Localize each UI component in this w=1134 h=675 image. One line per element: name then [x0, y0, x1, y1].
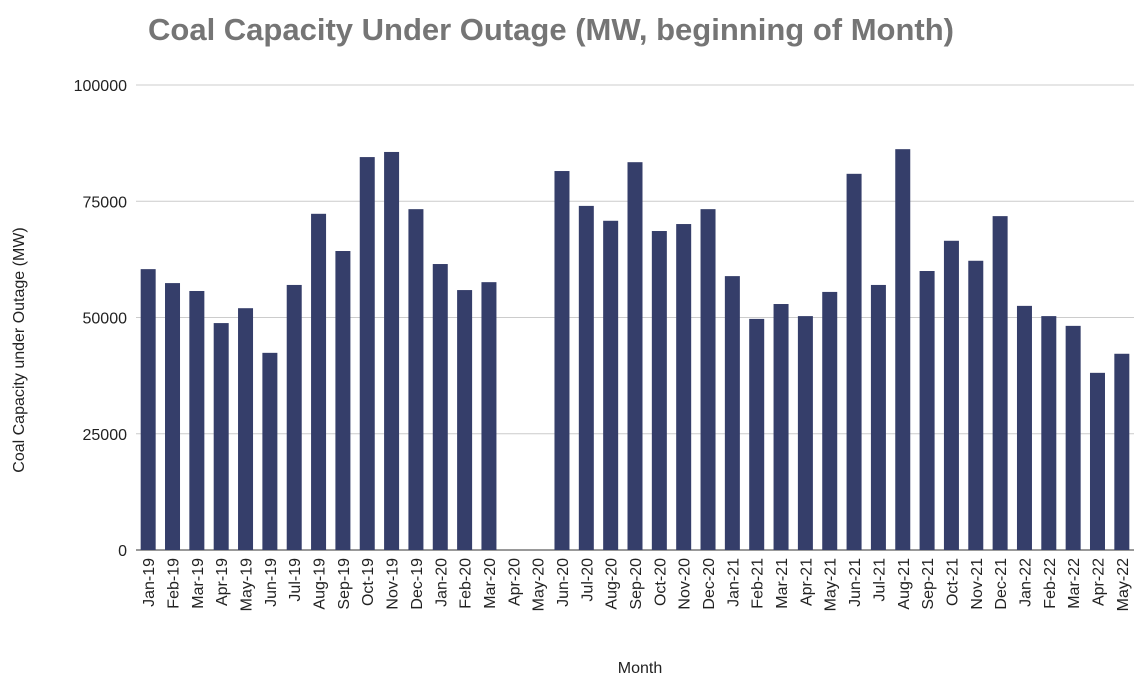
x-tick-label: Mar-20: [482, 558, 499, 609]
bar: [457, 290, 473, 550]
x-tick-label: Jun-19: [263, 558, 280, 607]
bar: [1016, 305, 1032, 550]
x-tick-label: Dec-19: [409, 558, 426, 610]
y-tick-label: 50000: [83, 311, 128, 328]
bar: [627, 162, 643, 550]
bar: [603, 220, 619, 550]
x-tick-label: May-21: [823, 558, 840, 611]
x-tick-label: Mar-22: [1066, 558, 1083, 609]
x-tick-label: May-22: [1115, 558, 1132, 611]
x-tick-label: Jul-21: [871, 558, 888, 602]
x-tick-label: Jan-19: [141, 558, 158, 607]
bar: [335, 251, 351, 550]
x-tick-label: Nov-20: [677, 558, 694, 610]
x-tick-label: Jul-20: [579, 558, 596, 602]
bar: [1065, 325, 1081, 550]
bar: [822, 291, 838, 550]
x-tick-label: Sep-20: [628, 558, 645, 610]
x-tick-label: Jul-19: [287, 558, 304, 602]
x-tick-label: Mar-21: [774, 558, 791, 609]
x-tick-label: Feb-22: [1042, 558, 1059, 609]
x-tick-label: Sep-21: [920, 558, 937, 610]
bar: [724, 276, 740, 550]
bar: [578, 205, 594, 550]
bar: [262, 352, 278, 550]
x-tick-label: Sep-19: [336, 558, 353, 610]
y-tick-label: 75000: [83, 194, 128, 211]
bar: [773, 304, 789, 550]
bar: [895, 149, 911, 551]
bar: [481, 282, 497, 550]
x-tick-label: Nov-19: [385, 558, 402, 610]
bar: [919, 271, 935, 550]
x-tick-label: Feb-19: [166, 558, 183, 609]
x-tick-label: Jan-22: [1017, 558, 1034, 607]
bar: [311, 213, 327, 550]
x-tick-label: Oct-21: [944, 558, 961, 606]
bar: [165, 283, 181, 550]
x-tick-label: Mar-19: [190, 558, 207, 609]
bar: [1089, 372, 1105, 550]
y-tick-label: 0: [118, 543, 127, 560]
bar: [140, 269, 156, 550]
bar: [359, 157, 375, 550]
x-tick-label: Apr-22: [1090, 558, 1107, 606]
x-tick-label: Feb-21: [750, 558, 767, 609]
bar: [700, 209, 716, 550]
x-tick-label: May-19: [239, 558, 256, 611]
bar: [797, 316, 813, 550]
x-tick-label: Dec-20: [701, 558, 718, 610]
x-tick-label: Jan-21: [725, 558, 742, 607]
bar: [676, 224, 692, 550]
bar: [286, 284, 302, 550]
bar: [749, 318, 765, 550]
bar: [213, 323, 229, 550]
bar: [408, 209, 424, 550]
bar: [992, 216, 1008, 550]
x-tick-label: Feb-20: [458, 558, 475, 609]
x-tick-label: Jun-20: [555, 558, 572, 607]
x-tick-label: Jan-20: [433, 558, 450, 607]
x-tick-label: Oct-20: [652, 558, 669, 606]
bar: [554, 171, 570, 550]
bar: [870, 284, 886, 550]
bar: [846, 173, 862, 550]
bar: [189, 290, 205, 550]
y-axis-label: Coal Capacity under Outage (MW): [11, 227, 28, 472]
bar: [968, 260, 984, 550]
x-tick-label: Apr-21: [798, 558, 815, 606]
y-tick-label: 25000: [83, 427, 128, 444]
bar: [943, 240, 959, 550]
x-tick-label: Aug-20: [604, 558, 621, 610]
x-tick-label: Oct-19: [360, 558, 377, 606]
bar: [238, 308, 254, 550]
x-tick-label: Dec-21: [993, 558, 1010, 610]
x-tick-label: Apr-19: [214, 558, 231, 606]
bar: [1041, 316, 1057, 550]
bar: [432, 264, 448, 550]
bar: [651, 231, 667, 550]
x-tick-label: May-20: [531, 558, 548, 611]
y-tick-label: 100000: [74, 78, 127, 95]
chart-title: Coal Capacity Under Outage (MW, beginnin…: [148, 12, 954, 47]
x-tick-label: Aug-19: [312, 558, 329, 610]
bar: [1114, 353, 1130, 550]
x-tick-label: Aug-21: [896, 558, 913, 610]
x-tick-label: Jun-21: [847, 558, 864, 607]
x-tick-label: Apr-20: [506, 558, 523, 606]
x-axis-label: Month: [618, 660, 662, 675]
bar: [384, 151, 400, 550]
x-tick-label: Nov-21: [969, 558, 986, 610]
